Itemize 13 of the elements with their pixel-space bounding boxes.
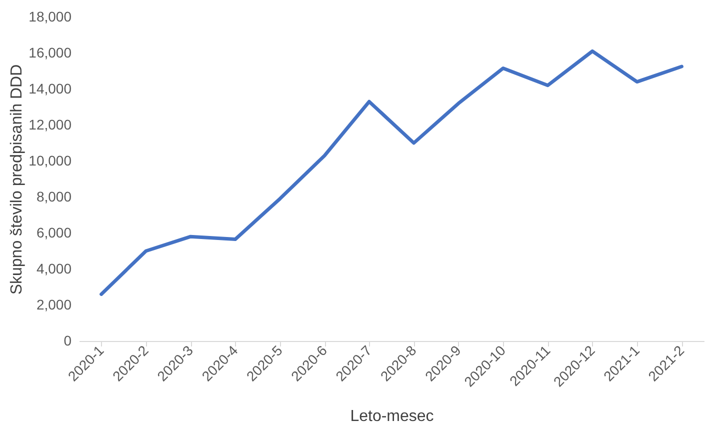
y-tick-label: 2,000 bbox=[36, 296, 72, 312]
y-tick-label: 6,000 bbox=[36, 224, 72, 240]
y-tick-label: 8,000 bbox=[36, 188, 72, 204]
x-axis-title: Leto-mesec bbox=[350, 408, 434, 425]
y-tick-label: 10,000 bbox=[28, 152, 72, 168]
y-tick-label: 0 bbox=[64, 332, 72, 348]
y-tick-label: 12,000 bbox=[28, 116, 72, 132]
y-tick-label: 18,000 bbox=[28, 8, 72, 24]
line-series bbox=[100, 49, 684, 296]
y-tick-label: 16,000 bbox=[28, 44, 72, 60]
y-tick-label: 14,000 bbox=[28, 80, 72, 96]
y-tick-label: 4,000 bbox=[36, 260, 72, 276]
y-axis-title: Skupno število predpisanih DDD bbox=[8, 64, 26, 295]
